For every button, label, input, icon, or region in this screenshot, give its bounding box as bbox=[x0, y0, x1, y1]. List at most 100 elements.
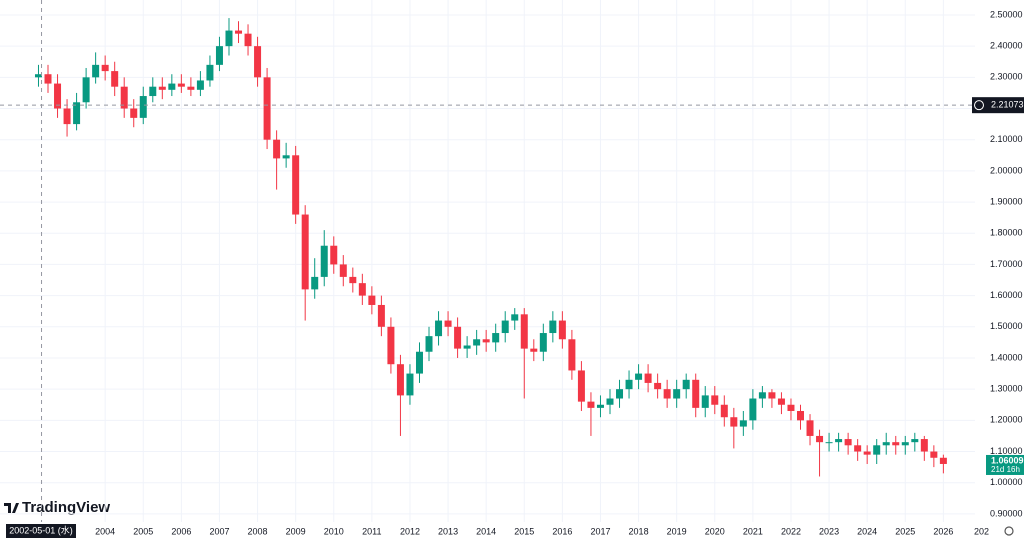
candle-body bbox=[863, 451, 871, 455]
y-tick-label: 1.50000 bbox=[990, 321, 1023, 331]
candle-body bbox=[739, 420, 747, 427]
candles bbox=[34, 18, 947, 477]
crosshair-add-icon bbox=[974, 100, 984, 111]
x-tick-label: 2013 bbox=[438, 526, 458, 536]
x-tick-label: 2008 bbox=[248, 526, 268, 536]
y-tick-label: 1.80000 bbox=[990, 228, 1023, 238]
x-tick-label: 2025 bbox=[895, 526, 915, 536]
x-tick-label: 2007 bbox=[209, 526, 229, 536]
candle-body bbox=[187, 86, 195, 90]
candle-body bbox=[720, 404, 728, 418]
candle-body bbox=[415, 351, 423, 374]
y-tick-label: 2.00000 bbox=[990, 165, 1023, 175]
candle-body bbox=[625, 379, 633, 390]
candle-body bbox=[206, 64, 214, 81]
candle-body bbox=[311, 276, 319, 290]
last-price-label: 1.06009 bbox=[991, 455, 1024, 465]
candle-body bbox=[273, 139, 281, 159]
candle-body bbox=[130, 108, 138, 118]
candle-body bbox=[406, 373, 414, 396]
x-tick-label: 2014 bbox=[476, 526, 496, 536]
candle-body bbox=[673, 389, 681, 399]
candle-body bbox=[396, 364, 404, 396]
candle-body bbox=[282, 155, 290, 159]
y-tick-label: 1.40000 bbox=[990, 352, 1023, 362]
candle-body bbox=[177, 83, 185, 87]
candle-body bbox=[796, 410, 804, 421]
y-tick-label: 1.90000 bbox=[990, 196, 1023, 206]
y-tick-label: 1.00000 bbox=[990, 477, 1023, 487]
x-tick-label: 2004 bbox=[95, 526, 115, 536]
candle-body bbox=[196, 80, 204, 90]
candle-body bbox=[54, 83, 62, 109]
candle-body bbox=[254, 46, 262, 78]
candle-body bbox=[644, 373, 652, 383]
x-tick-label: 2009 bbox=[286, 526, 306, 536]
candle-body bbox=[301, 214, 309, 290]
candle-body bbox=[34, 74, 42, 78]
x-tick-label: 2011 bbox=[362, 526, 381, 536]
x-tick-label: 2024 bbox=[857, 526, 877, 536]
candle-body bbox=[92, 64, 100, 78]
candle-body bbox=[654, 382, 662, 390]
candle-body bbox=[911, 439, 919, 443]
candle-body bbox=[73, 102, 81, 125]
y-tick-label: 1.20000 bbox=[990, 415, 1023, 425]
tradingview-logo: TradingView bbox=[4, 499, 110, 516]
candle-body bbox=[511, 314, 519, 321]
candle-body bbox=[120, 86, 128, 109]
candle-body bbox=[520, 314, 528, 349]
candle-body bbox=[873, 445, 881, 455]
candle-body bbox=[463, 345, 471, 349]
candle-body bbox=[682, 379, 690, 390]
candle-body bbox=[616, 389, 624, 399]
candle-body bbox=[387, 326, 395, 365]
brand: TradingView bbox=[22, 499, 110, 516]
candle-body bbox=[225, 30, 233, 47]
candle-body bbox=[101, 64, 109, 72]
x-tick-label: 2016 bbox=[552, 526, 572, 536]
candle-body bbox=[701, 395, 709, 408]
x-tick-label: 2012 bbox=[400, 526, 420, 536]
candle-body bbox=[330, 245, 338, 265]
candle-body bbox=[663, 389, 671, 399]
candle-body bbox=[606, 398, 614, 405]
candle-body bbox=[758, 392, 766, 399]
candle-body bbox=[730, 417, 738, 427]
candle-body bbox=[587, 401, 595, 408]
x-tick-label: 2026 bbox=[933, 526, 953, 536]
y-tick-label: 0.90000 bbox=[990, 508, 1023, 518]
candle-body bbox=[596, 404, 604, 408]
x-tick-label: 2021 bbox=[743, 526, 763, 536]
y-tick-label: 1.30000 bbox=[990, 384, 1023, 394]
candle-body bbox=[844, 439, 852, 446]
candle-body bbox=[835, 439, 843, 443]
settings-icon[interactable] bbox=[1004, 526, 1014, 536]
y-tick-label: 2.10000 bbox=[990, 134, 1023, 144]
x-tick-label: 2020 bbox=[705, 526, 725, 536]
candle-body bbox=[435, 320, 443, 337]
candle-body bbox=[44, 74, 52, 84]
x-tick-label: 202 bbox=[974, 526, 989, 536]
candle-body bbox=[244, 33, 252, 47]
candle-body bbox=[711, 395, 719, 405]
grid bbox=[0, 0, 975, 522]
candle-body bbox=[139, 96, 147, 118]
crosshair-add-button[interactable] bbox=[972, 97, 986, 114]
candle-body bbox=[777, 398, 785, 405]
candle-body bbox=[482, 339, 490, 343]
candle-body bbox=[454, 326, 462, 349]
x-tick-label: 2010 bbox=[324, 526, 344, 536]
y-tick-label: 2.40000 bbox=[990, 41, 1023, 51]
candle-body bbox=[425, 336, 433, 352]
candle-body bbox=[539, 333, 547, 352]
countdown-label: 21d 16h bbox=[991, 465, 1020, 474]
candle-body bbox=[692, 379, 700, 408]
candle-body bbox=[358, 283, 366, 296]
y-tick-label: 2.30000 bbox=[990, 72, 1023, 82]
crosshair-time-box bbox=[6, 524, 76, 538]
candle-body bbox=[768, 392, 776, 399]
candle-body bbox=[111, 71, 119, 87]
crosshair-price-label: 2.21073 bbox=[991, 100, 1024, 110]
